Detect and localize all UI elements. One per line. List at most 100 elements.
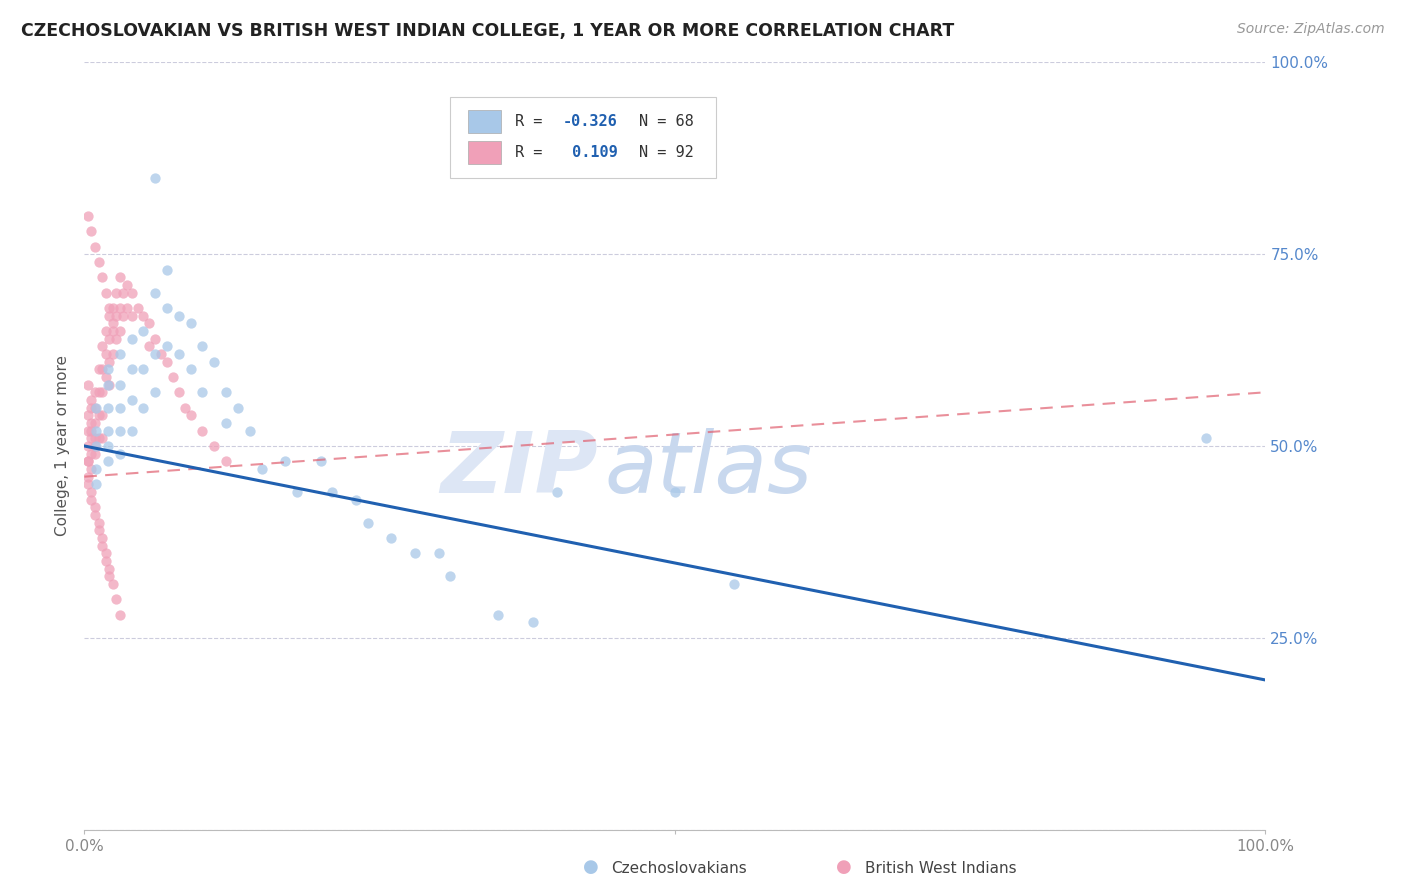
Point (486, 607, 509, 622)
Text: R =: R = (516, 145, 553, 161)
Point (84, 401, 107, 415)
Point (112, 285, 135, 300)
Point (108, 607, 131, 622)
Point (97, 401, 120, 415)
Text: Source: ZipAtlas.com: Source: ZipAtlas.com (1237, 22, 1385, 37)
Point (98, 354, 121, 368)
Point (121, 424, 143, 438)
Text: CZECHOSLOVAKIAN VS BRITISH WEST INDIAN COLLEGE, 1 YEAR OR MORE CORRELATION CHART: CZECHOSLOVAKIAN VS BRITISH WEST INDIAN C… (21, 22, 955, 40)
Point (439, 569, 461, 583)
Point (156, 339, 179, 353)
Text: N = 68: N = 68 (640, 114, 695, 129)
Point (98, 377, 121, 392)
Text: N = 92: N = 92 (640, 145, 695, 161)
Point (77, 409, 100, 423)
Point (98, 332, 121, 346)
Point (138, 316, 160, 330)
Point (80, 485, 103, 500)
Point (94, 546, 117, 560)
Point (344, 492, 367, 507)
Point (84, 508, 107, 522)
Point (84, 401, 107, 415)
Point (1195, 431, 1218, 445)
Point (80, 424, 103, 438)
Point (108, 447, 131, 461)
Point (87, 255, 110, 269)
Text: ●: ● (835, 858, 852, 876)
Text: ZIP: ZIP (440, 427, 598, 510)
Point (115, 301, 138, 315)
Point (143, 347, 166, 361)
Point (80, 447, 103, 461)
Point (94, 554, 117, 568)
Point (546, 485, 568, 500)
Point (97, 377, 120, 392)
Bar (468, 110, 502, 133)
Point (98, 562, 121, 576)
Point (77, 454, 100, 468)
Point (91, 362, 114, 376)
Point (84, 500, 107, 515)
Point (138, 339, 160, 353)
Point (97, 454, 120, 468)
Point (285, 485, 308, 500)
Point (87, 524, 110, 538)
Point (77, 377, 100, 392)
Point (226, 401, 249, 415)
Point (91, 409, 114, 423)
Point (105, 309, 128, 323)
Text: Czechoslovakians: Czechoslovakians (612, 861, 748, 876)
Point (80, 431, 103, 445)
Point (94, 370, 117, 384)
Point (105, 285, 128, 300)
Point (380, 531, 402, 545)
Point (91, 339, 114, 353)
Point (77, 209, 100, 223)
Point (98, 301, 121, 315)
Point (84, 447, 107, 461)
Point (84, 439, 107, 453)
Point (91, 385, 114, 400)
Point (250, 462, 273, 476)
Point (664, 485, 686, 500)
Text: atlas: atlas (605, 427, 813, 510)
Point (77, 454, 100, 468)
Bar (468, 142, 502, 164)
Point (84, 424, 107, 438)
Point (98, 569, 121, 583)
Point (132, 309, 155, 323)
Point (239, 424, 262, 438)
Text: R =: R = (516, 114, 553, 129)
Point (121, 392, 143, 407)
Point (80, 416, 103, 430)
Point (202, 354, 225, 368)
Point (80, 224, 103, 238)
Point (357, 516, 380, 530)
Point (121, 362, 143, 376)
Text: -0.326: -0.326 (562, 114, 617, 129)
Point (191, 424, 214, 438)
Point (101, 347, 124, 361)
Point (143, 170, 166, 185)
Point (91, 270, 114, 285)
Point (108, 301, 131, 315)
Point (87, 431, 110, 445)
Point (132, 324, 155, 338)
Point (321, 485, 343, 500)
Point (91, 531, 114, 545)
Point (108, 377, 131, 392)
Point (87, 362, 110, 376)
Point (84, 239, 107, 253)
Point (167, 347, 190, 361)
Point (132, 401, 155, 415)
Point (522, 615, 544, 630)
Point (180, 409, 202, 423)
Point (101, 324, 124, 338)
Point (87, 409, 110, 423)
Text: British West Indians: British West Indians (865, 861, 1017, 876)
Point (101, 577, 124, 591)
Point (180, 316, 202, 330)
Point (309, 454, 332, 468)
Point (80, 492, 103, 507)
Text: ●: ● (582, 858, 599, 876)
